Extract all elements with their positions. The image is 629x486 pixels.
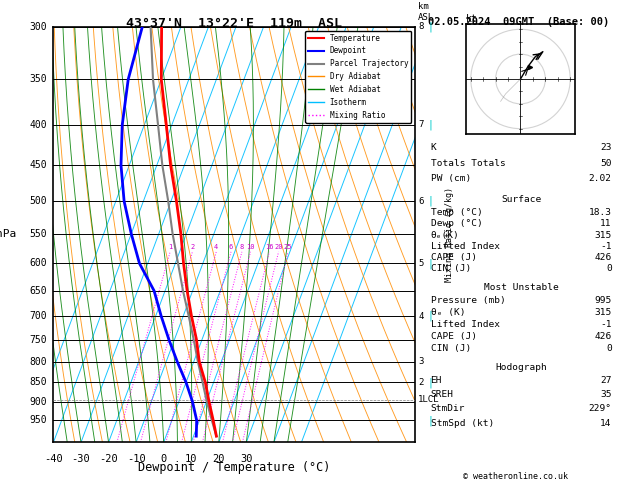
Text: 2.02: 2.02 xyxy=(589,174,611,183)
Text: -20: -20 xyxy=(99,454,118,465)
Text: 450: 450 xyxy=(30,160,47,170)
Text: -30: -30 xyxy=(72,454,91,465)
Text: 23: 23 xyxy=(600,143,611,152)
Text: 25: 25 xyxy=(284,244,292,250)
Text: 10: 10 xyxy=(185,454,198,465)
Text: 2: 2 xyxy=(190,244,194,250)
Text: 500: 500 xyxy=(30,196,47,206)
Text: 7: 7 xyxy=(418,121,424,129)
Text: 16: 16 xyxy=(265,244,274,250)
Text: |: | xyxy=(428,120,434,130)
Text: θₑ(K): θₑ(K) xyxy=(431,231,459,240)
Text: Totals Totals: Totals Totals xyxy=(431,158,505,168)
Text: 995: 995 xyxy=(594,295,611,305)
Text: -10: -10 xyxy=(127,454,145,465)
Text: K: K xyxy=(431,143,437,152)
Text: |: | xyxy=(428,377,434,388)
Text: Surface: Surface xyxy=(501,195,541,204)
Text: 4: 4 xyxy=(214,244,218,250)
Text: 0: 0 xyxy=(606,344,611,353)
Text: 2: 2 xyxy=(418,378,424,387)
Text: EH: EH xyxy=(431,376,442,385)
Text: CAPE (J): CAPE (J) xyxy=(431,253,477,262)
Text: 10: 10 xyxy=(247,244,255,250)
Text: 8: 8 xyxy=(240,244,244,250)
Text: StmSpd (kt): StmSpd (kt) xyxy=(431,418,494,428)
Text: 900: 900 xyxy=(30,397,47,407)
Text: 18.3: 18.3 xyxy=(589,208,611,217)
Text: |: | xyxy=(428,21,434,32)
Text: Temp (°C): Temp (°C) xyxy=(431,208,482,217)
Text: CIN (J): CIN (J) xyxy=(431,344,471,353)
Text: StmDir: StmDir xyxy=(431,404,465,413)
Text: 600: 600 xyxy=(30,259,47,268)
Text: 30: 30 xyxy=(240,454,253,465)
Text: 35: 35 xyxy=(600,390,611,399)
Text: Dewp (°C): Dewp (°C) xyxy=(431,220,482,228)
Text: km
ASL: km ASL xyxy=(418,2,435,22)
Text: 700: 700 xyxy=(30,311,47,321)
Text: 1: 1 xyxy=(168,244,172,250)
Text: 27: 27 xyxy=(600,376,611,385)
Text: 950: 950 xyxy=(30,416,47,425)
Text: -1: -1 xyxy=(600,320,611,329)
Text: Hodograph: Hodograph xyxy=(495,363,547,372)
Text: 1LCL: 1LCL xyxy=(418,396,440,404)
Text: 650: 650 xyxy=(30,286,47,296)
Text: -40: -40 xyxy=(44,454,63,465)
Text: -1: -1 xyxy=(600,242,611,251)
Text: 300: 300 xyxy=(30,22,47,32)
Text: hPa: hPa xyxy=(0,229,16,240)
Text: 20: 20 xyxy=(274,244,283,250)
Text: Lifted Index: Lifted Index xyxy=(431,242,499,251)
Text: 5: 5 xyxy=(418,259,424,268)
Text: SREH: SREH xyxy=(431,390,454,399)
Text: 850: 850 xyxy=(30,377,47,387)
Text: 750: 750 xyxy=(30,335,47,345)
Text: 0: 0 xyxy=(160,454,167,465)
Legend: Temperature, Dewpoint, Parcel Trajectory, Dry Adiabat, Wet Adiabat, Isotherm, Mi: Temperature, Dewpoint, Parcel Trajectory… xyxy=(305,31,411,122)
Text: 0: 0 xyxy=(606,264,611,274)
Text: CAPE (J): CAPE (J) xyxy=(431,332,477,341)
Text: PW (cm): PW (cm) xyxy=(431,174,471,183)
Text: 426: 426 xyxy=(594,253,611,262)
Text: © weatheronline.co.uk: © weatheronline.co.uk xyxy=(464,472,568,481)
Text: 02.05.2024  09GMT  (Base: 00): 02.05.2024 09GMT (Base: 00) xyxy=(428,17,610,27)
Text: 229°: 229° xyxy=(589,404,611,413)
Text: Most Unstable: Most Unstable xyxy=(484,283,559,292)
Text: Lifted Index: Lifted Index xyxy=(431,320,499,329)
Text: 6: 6 xyxy=(229,244,233,250)
Text: 8: 8 xyxy=(418,22,424,31)
Text: Dewpoint / Temperature (°C): Dewpoint / Temperature (°C) xyxy=(138,461,330,474)
Text: 550: 550 xyxy=(30,229,47,239)
Text: 11: 11 xyxy=(600,220,611,228)
Text: Pressure (mb): Pressure (mb) xyxy=(431,295,505,305)
Text: Mixing Ratio (g/kg): Mixing Ratio (g/kg) xyxy=(445,187,454,282)
Text: θₑ (K): θₑ (K) xyxy=(431,308,465,317)
Text: 315: 315 xyxy=(594,308,611,317)
Text: kt: kt xyxy=(466,14,477,24)
Text: 315: 315 xyxy=(594,231,611,240)
Text: 3: 3 xyxy=(418,357,424,366)
Text: 4: 4 xyxy=(418,312,424,321)
Text: |: | xyxy=(428,196,434,207)
Text: 800: 800 xyxy=(30,357,47,366)
Text: |: | xyxy=(428,258,434,269)
Text: 426: 426 xyxy=(594,332,611,341)
Text: 20: 20 xyxy=(213,454,225,465)
Text: 43°37'N  13°22'E  119m  ASL: 43°37'N 13°22'E 119m ASL xyxy=(126,17,342,30)
Text: 350: 350 xyxy=(30,74,47,85)
Text: 14: 14 xyxy=(600,418,611,428)
Text: 6: 6 xyxy=(418,197,424,206)
Text: |: | xyxy=(428,311,434,321)
Text: CIN (J): CIN (J) xyxy=(431,264,471,274)
Text: 50: 50 xyxy=(600,158,611,168)
Text: |: | xyxy=(428,415,434,426)
Text: 400: 400 xyxy=(30,120,47,130)
